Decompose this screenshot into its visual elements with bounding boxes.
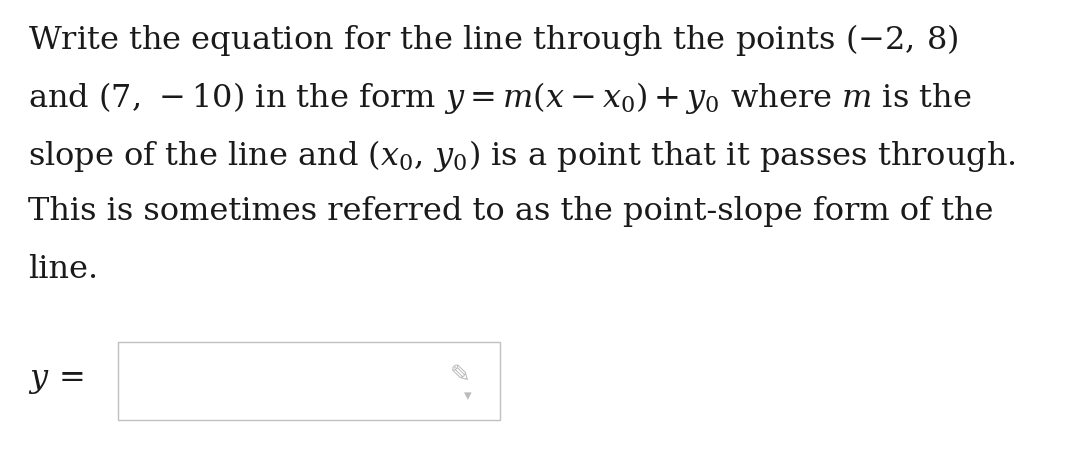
Text: $y\,=$: $y\,=$ [28, 365, 84, 396]
Text: ✎: ✎ [449, 363, 471, 387]
Text: This is sometimes referred to as the point-slope form of the: This is sometimes referred to as the poi… [28, 196, 994, 227]
Text: slope of the line and $(x_0,\, y_0)$ is a point that it passes through.: slope of the line and $(x_0,\, y_0)$ is … [28, 138, 1016, 174]
Text: Write the equation for the line through the points $(-2,\, 8)$: Write the equation for the line through … [28, 22, 958, 58]
Text: and $(7,\,-10)$ in the form $y = m(x - x_0) + y_0$ where $m$ is the: and $(7,\,-10)$ in the form $y = m(x - x… [28, 80, 971, 116]
Bar [118, 342, 500, 420]
Text: ▾: ▾ [464, 388, 472, 403]
Text: line.: line. [28, 254, 99, 285]
